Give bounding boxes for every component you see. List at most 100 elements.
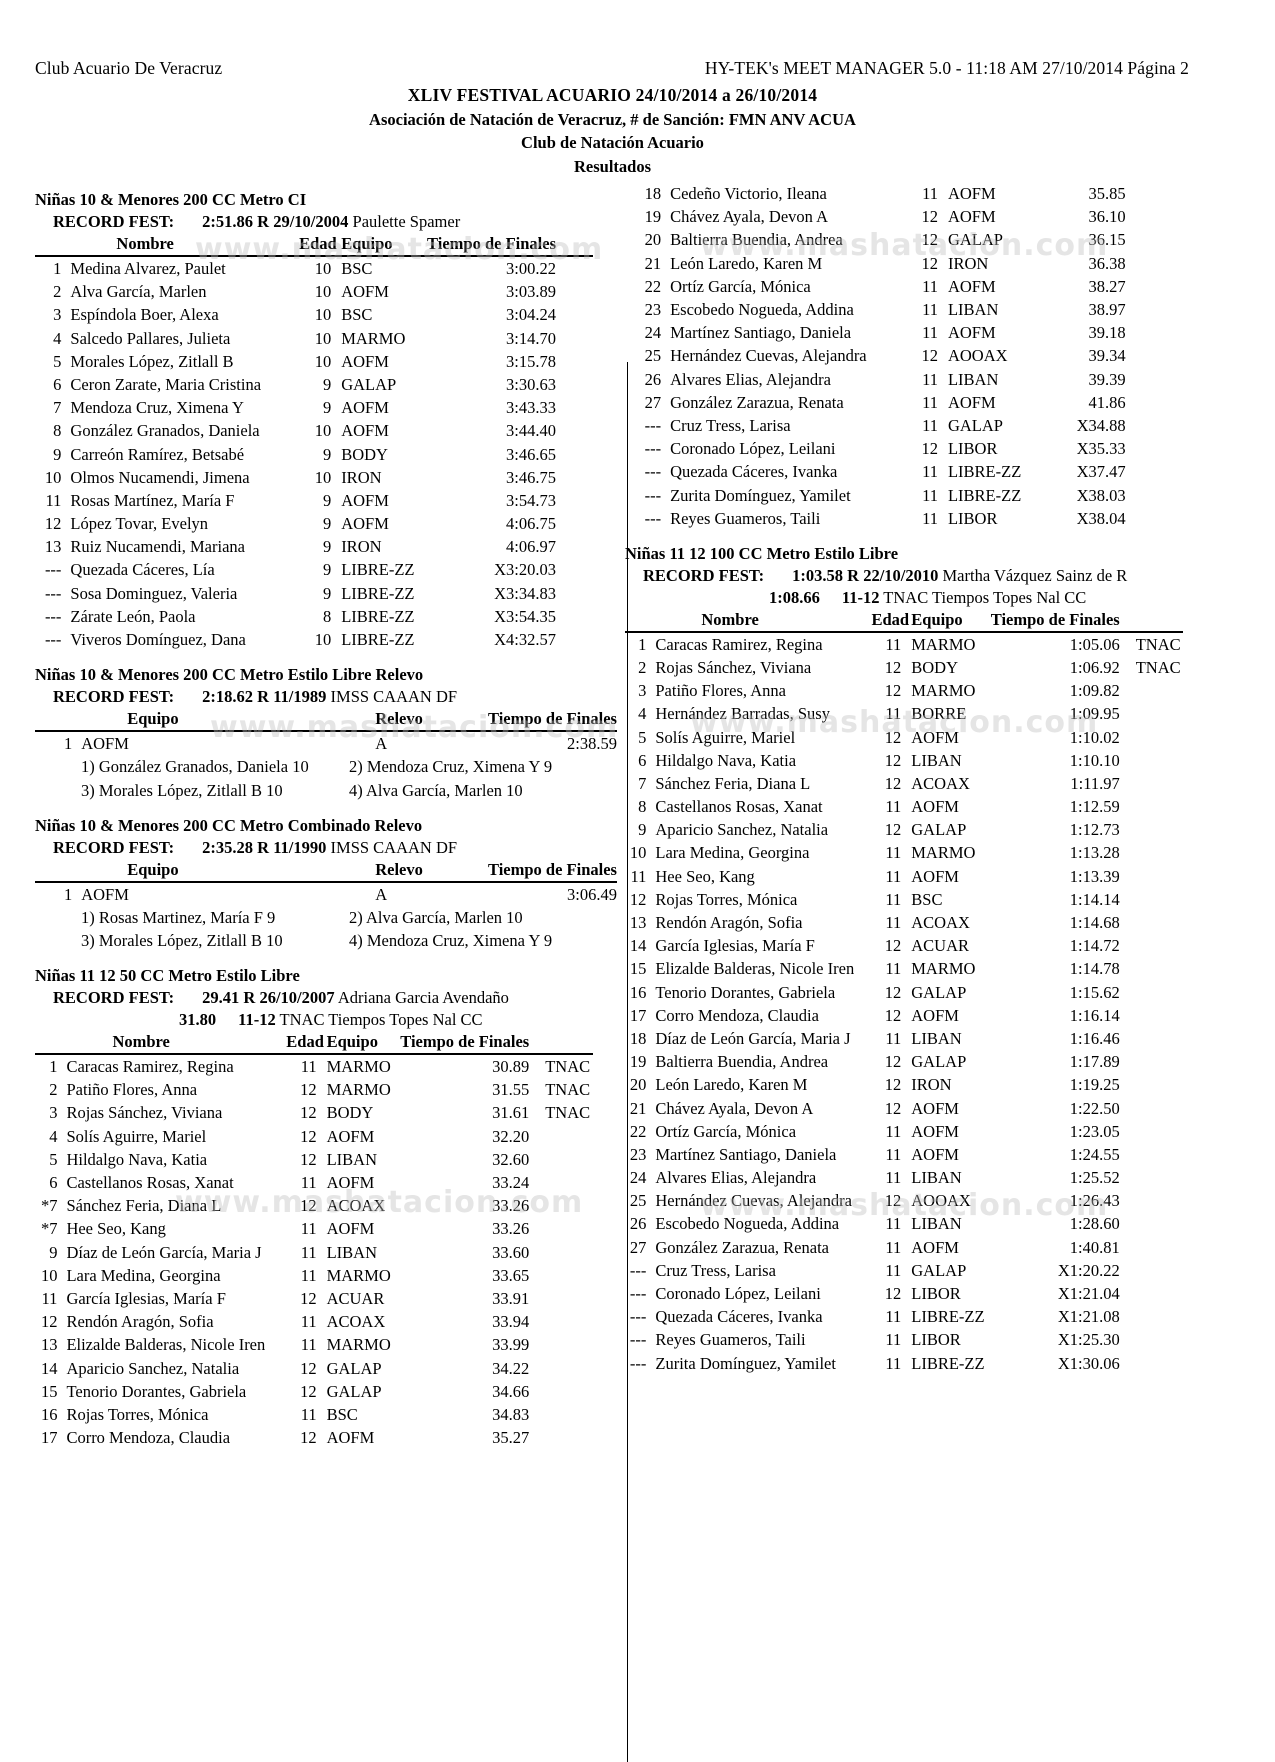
cell-place: 3 bbox=[53, 305, 62, 325]
cell-time: 33.99 bbox=[492, 1335, 530, 1355]
cell-team: LIBAN bbox=[911, 1168, 962, 1188]
cell-note bbox=[529, 1310, 593, 1333]
cell-team: ACOAX bbox=[911, 913, 970, 933]
cell-place: 19 bbox=[629, 1052, 647, 1072]
cell-place: --- bbox=[629, 1330, 647, 1350]
cell-name: Chávez Ayala, Devon A bbox=[655, 1098, 814, 1118]
cell-note bbox=[1120, 1236, 1183, 1259]
cell-time: 33.60 bbox=[492, 1242, 530, 1262]
section-title: Resultados bbox=[573, 156, 651, 176]
document-page: Club Acuario De Veracruz HY-TEK's MEET M… bbox=[35, 58, 1189, 1762]
table-row: 2 Rojas Sánchez, Viviana 12 BODY 1:06.92 TNAC bbox=[625, 656, 1183, 679]
relay-leg: 4) Mendoza Cruz, Ximena Y 9 bbox=[349, 931, 553, 951]
cell-time: 1:24.55 bbox=[1069, 1144, 1120, 1164]
table-row: --- Zurita Domínguez, Yamilet 11 LIBRE-ZZ X3… bbox=[625, 484, 1183, 507]
cell-time: X1:25.30 bbox=[1057, 1330, 1120, 1350]
record-date: 26/10/2007 bbox=[259, 988, 335, 1008]
cell-note bbox=[1126, 182, 1183, 205]
cell-place: 3 bbox=[638, 681, 647, 701]
cell-place: --- bbox=[629, 1260, 647, 1280]
cell-time: 1:14.72 bbox=[1069, 936, 1120, 956]
cell-team: GALAP bbox=[911, 1260, 967, 1280]
cell-time: 30.89 bbox=[492, 1057, 530, 1077]
cell-place: 2 bbox=[49, 1080, 58, 1100]
table-row: 19 Baltierra Buendia, Andrea 12 GALAP 1:17.8… bbox=[625, 1050, 1183, 1073]
cell-age: 12 bbox=[884, 773, 902, 793]
relay-legs: 3) Morales López, Zitlall B 10 4) Alva Ga… bbox=[35, 780, 617, 802]
cell-time: X3:20.03 bbox=[494, 560, 556, 580]
cell-team: BODY bbox=[341, 444, 388, 464]
cell-name: Hildalgo Nava, Katia bbox=[655, 750, 797, 770]
relay-column-header-time: Tiempo de Finales bbox=[488, 709, 617, 733]
event-block: Niñas 10 & Menores 200 CC Metro Combinad… bbox=[35, 816, 617, 953]
cell-team: GALAP bbox=[326, 1358, 382, 1378]
cell-place: 5 bbox=[49, 1149, 58, 1169]
event-title: Niñas 11 12 50 CC Metro Estilo Libre bbox=[35, 966, 300, 986]
cell-time: 33.26 bbox=[492, 1196, 530, 1216]
cell-time: 33.91 bbox=[492, 1288, 530, 1308]
cell-note bbox=[1120, 1120, 1183, 1143]
cell-team: GALAP bbox=[947, 415, 1003, 435]
column-header-place bbox=[625, 609, 656, 633]
cell-place: 13 bbox=[44, 537, 62, 557]
table-row: 11 Hee Seo, Kang 11 AOFM 1:13.39 bbox=[625, 865, 1183, 888]
cell-team: ACOAX bbox=[911, 773, 970, 793]
cell-name: Alva García, Marlen bbox=[70, 282, 207, 302]
cell-age: 12 bbox=[884, 750, 902, 770]
cell-age: 11 bbox=[885, 843, 902, 863]
table-row: 15 Elizalde Balderas, Nicole Iren 11 MARMO 1… bbox=[625, 957, 1183, 980]
cell-time: X1:21.08 bbox=[1057, 1307, 1120, 1327]
cell-name: Solís Aguirre, Mariel bbox=[655, 727, 796, 747]
cell-note bbox=[556, 512, 593, 535]
cell-team: LIBAN bbox=[911, 750, 962, 770]
cell-age: 12 bbox=[884, 1005, 902, 1025]
cell-team: AOFM bbox=[341, 490, 389, 510]
cell-name: Rojas Sánchez, Viviana bbox=[655, 657, 812, 677]
cell-age: 11 bbox=[300, 1057, 317, 1077]
cell-note bbox=[1126, 437, 1183, 460]
cell-time: X1:20.22 bbox=[1057, 1260, 1120, 1280]
cell-time: 35.85 bbox=[1088, 184, 1126, 204]
cell-time: 1:09.95 bbox=[1069, 704, 1120, 724]
cell-note: TNAC bbox=[1135, 634, 1181, 654]
cell-team: AOFM bbox=[81, 734, 129, 754]
cell-time: 1:11.97 bbox=[1070, 773, 1120, 793]
table-row: 12 Rendón Aragón, Sofia 11 ACOAX 33.94 bbox=[35, 1310, 593, 1333]
cell-note bbox=[1120, 1143, 1183, 1166]
record-time: 29.41 bbox=[202, 988, 240, 1008]
cell-note bbox=[1120, 1073, 1183, 1096]
event-block: Niñas 11 12 50 CC Metro Estilo Libre RECO… bbox=[35, 966, 593, 1449]
table-row: 26 Alvares Elias, Alejandra 11 LIBAN 39.39 bbox=[625, 368, 1183, 391]
cell-time: X38.04 bbox=[1076, 508, 1126, 528]
table-row: 9 Díaz de León García, Maria J 11 LIBAN 33.6… bbox=[35, 1241, 593, 1264]
standard-category: 11-12 bbox=[841, 587, 880, 607]
table-row: 1 Caracas Ramirez, Regina 11 MARMO 1:05.06 TN… bbox=[625, 632, 1183, 656]
cell-place: 4 bbox=[638, 704, 647, 724]
cell-note: TNAC bbox=[545, 1080, 591, 1100]
cell-place: 24 bbox=[629, 1168, 647, 1188]
cell-name: Medina Alvarez, Paulet bbox=[70, 259, 226, 279]
table-row: --- Cruz Tress, Larisa 11 GALAP X34.88 bbox=[625, 414, 1183, 437]
cell-place: 7 bbox=[53, 398, 62, 418]
cell-name: Patiño Flores, Anna bbox=[655, 681, 786, 701]
cell-note bbox=[529, 1264, 593, 1287]
cell-name: Mendoza Cruz, Ximena Y bbox=[70, 398, 244, 418]
relay-legs-cell: 1) Rosas Martinez, María F 9 2) Alva Garc… bbox=[35, 906, 617, 929]
cell-place: --- bbox=[44, 606, 62, 626]
cell-team: IRON bbox=[911, 1075, 952, 1095]
cell-place: 2 bbox=[638, 657, 647, 677]
table-row: 8 González Granados, Daniela 10 AOFM 3:44.40 bbox=[35, 419, 593, 442]
cell-place: *7 bbox=[40, 1196, 58, 1216]
relay-leg: 4) Alva García, Marlen 10 bbox=[349, 780, 523, 800]
cell-name: Aparicio Sanchez, Natalia bbox=[66, 1358, 240, 1378]
table-row: 24 Martínez Santiago, Daniela 11 AOFM 39.18 bbox=[625, 321, 1183, 344]
cell-place: --- bbox=[44, 630, 62, 650]
cell-name: Elizalde Balderas, Nicole Iren bbox=[66, 1335, 266, 1355]
table-row: 11 García Iglesias, María F 12 ACUAR 33.91 bbox=[35, 1287, 593, 1310]
column-header-note bbox=[529, 1032, 593, 1056]
relay-legs-cell: 3) Morales López, Zitlall B 10 4) Alva Ga… bbox=[35, 779, 617, 802]
cell-age: 12 bbox=[921, 439, 938, 459]
cell-time: 41.86 bbox=[1088, 392, 1126, 412]
cell-note bbox=[529, 1333, 593, 1356]
cell-place: 10 bbox=[40, 1265, 58, 1285]
